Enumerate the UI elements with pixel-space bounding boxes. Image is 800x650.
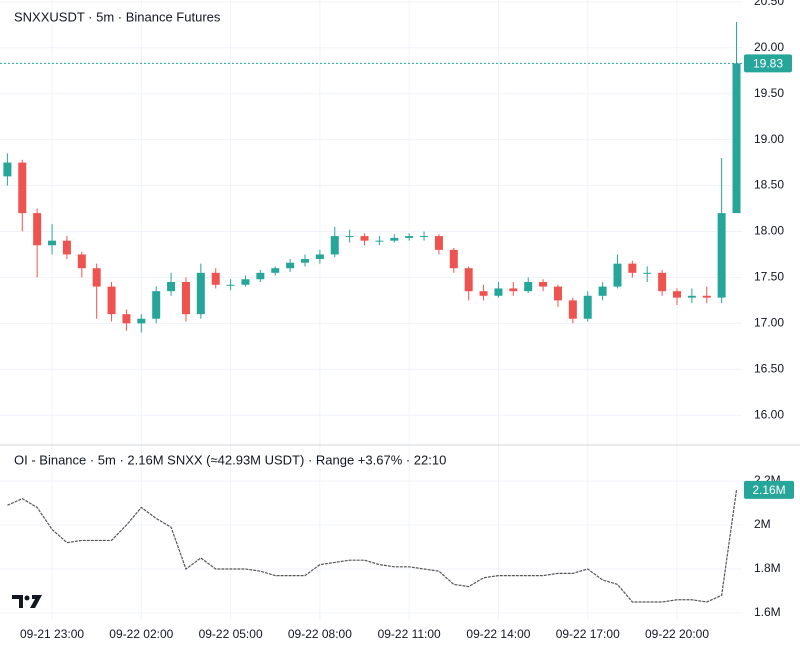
y-tick-label: 1.8M: [754, 561, 781, 575]
y-tick-label: 18.00: [754, 224, 784, 238]
x-tick-label: 09-22 05:00: [199, 627, 263, 641]
candle-body: [702, 295, 711, 298]
candle-body: [464, 268, 473, 292]
candle-body: [420, 236, 429, 238]
candle-body: [48, 240, 57, 246]
x-tick-label: 09-21 23:00: [20, 627, 84, 641]
y-tick-label: 16.00: [754, 407, 784, 421]
candle-body: [3, 162, 12, 177]
candle-body: [33, 213, 42, 246]
candle-body: [405, 236, 414, 238]
y-tick-label: 18.50: [754, 178, 784, 192]
x-tick-label: 09-22 11:00: [378, 627, 441, 641]
candle-body: [137, 318, 146, 324]
marks: [0, 22, 742, 603]
candle-body: [167, 282, 176, 292]
last-price-label: 19.83: [753, 57, 783, 71]
y-tick-label: 20.50: [754, 0, 784, 8]
last-value-label: 2.16M: [752, 483, 785, 497]
chart-title: SNXXUSDT · 5m · Binance Futures: [14, 9, 221, 24]
candle-body: [613, 263, 622, 287]
candle-body: [673, 291, 681, 298]
y-tick-label: 17.00: [754, 316, 784, 330]
candle-body: [271, 268, 280, 273]
y-tick-label: 16.50: [754, 361, 784, 375]
candle-body: [628, 263, 637, 273]
candle-body: [211, 272, 220, 285]
candle-body: [315, 254, 324, 260]
candle-body: [524, 282, 533, 292]
candle-body: [152, 291, 161, 319]
x-tick-label: 09-22 14:00: [466, 627, 530, 641]
x-tick-label: 09-22 17:00: [556, 627, 620, 641]
x-tick-label: 09-22 02:00: [109, 627, 173, 641]
candle-body: [181, 282, 190, 315]
y-tick-label: 17.50: [754, 270, 784, 284]
logo: [12, 595, 42, 608]
candle-body: [256, 272, 265, 280]
candle-body: [717, 213, 726, 298]
candle-body: [375, 240, 384, 242]
candle-body: [553, 286, 562, 301]
grid: [0, 0, 742, 620]
candle-body: [449, 249, 458, 269]
candle-body: [583, 295, 592, 319]
candle-body: [568, 300, 577, 319]
candle-body: [122, 314, 131, 324]
candle-body: [345, 236, 354, 238]
y-tick-label: 1.6M: [754, 605, 781, 619]
x-tick-label: 09-22 20:00: [645, 627, 709, 641]
candle-body: [241, 279, 250, 285]
candle-body: [18, 162, 27, 214]
candle-body: [687, 295, 696, 298]
candle-body: [643, 272, 652, 274]
y-tick-label: 2M: [754, 517, 771, 531]
chart-title: OI - Binance · 5m · 2.16M SNXX (≈42.93M …: [14, 452, 446, 467]
candle-body: [494, 288, 503, 296]
candle-body: [509, 288, 518, 292]
candle-body: [330, 236, 339, 255]
candle-body: [286, 262, 295, 269]
candle-body: [62, 240, 71, 255]
candle-body: [196, 272, 205, 315]
oi-line: [7, 489, 738, 603]
last-price-box: [744, 54, 792, 73]
candle-body: [658, 272, 667, 292]
candle-body: [479, 291, 488, 296]
candle-body: [360, 236, 369, 241]
candle-body: [598, 286, 607, 296]
y-tick-label: 19.50: [754, 86, 784, 100]
candle-body: [539, 282, 548, 287]
candle-body: [92, 268, 101, 287]
last-value-box: [744, 480, 794, 499]
candle-body: [226, 284, 235, 286]
x-tick-label: 09-22 08:00: [288, 627, 352, 641]
labels: 16.00 16.50 17.00 17.50 18.00 18.50 19.00 19.50…: [20, 0, 794, 641]
candle-body: [434, 236, 443, 250]
candle-body: [77, 254, 86, 269]
y-tick-label: 19.00: [754, 132, 784, 146]
candle-body: [732, 63, 741, 214]
candle-body: [107, 286, 116, 315]
candle-body: [390, 237, 399, 241]
candle-body: [301, 259, 309, 263]
y-tick-label: 20.00: [754, 40, 784, 54]
